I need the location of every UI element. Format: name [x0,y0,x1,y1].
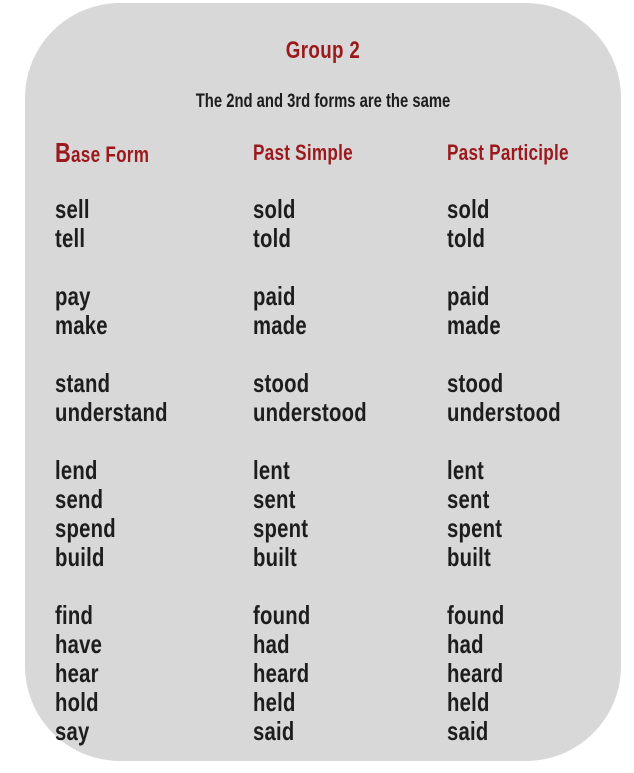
verb-cell: understood [253,397,367,427]
verb-cell: told [253,223,292,253]
verb-cell: said [447,716,489,746]
verb-row: send sent sent [55,485,609,514]
verb-cell: stood [253,368,310,398]
group-subtitle: The 2nd and 3rd forms are the same [195,91,451,112]
verb-cell: tell [55,223,86,253]
verb-cell: said [253,716,295,746]
verb-cell: found [253,600,311,630]
column-header-base-form: Base Form [55,137,150,168]
verb-cell: held [253,687,296,717]
verb-table-body: sell sold sold tell told told pay paid paid make m… [55,195,609,746]
verb-row: tell told told [55,224,609,253]
verb-cell: paid [447,281,490,311]
verb-cell: send [55,484,104,514]
verb-cell: sold [253,194,296,224]
verb-row: find found found [55,601,609,630]
verb-cell: say [55,716,90,746]
group-title: Group 2 [285,37,361,64]
verb-cell: understood [447,397,561,427]
verb-row: sell sold sold [55,195,609,224]
verb-cell: made [253,310,307,340]
verb-row: stand stood stood [55,369,609,398]
verb-cell: spent [447,513,503,543]
verb-row: hold held held [55,688,609,717]
verb-cell: sent [447,484,490,514]
verb-cell: heard [447,658,504,688]
verb-row: pay paid paid [55,282,609,311]
verb-group: lend lent lent send sent sent spend spent spent b… [55,456,609,572]
verb-cell: understand [55,397,168,427]
verb-cell: built [447,542,491,572]
verb-group-card: Group 2 The 2nd and 3rd forms are the sa… [25,3,621,761]
verb-cell: sell [55,194,90,224]
verb-row: build built built [55,543,609,572]
verb-cell: told [447,223,486,253]
verb-cell: have [55,629,103,659]
verb-cell: held [447,687,490,717]
verb-group: pay paid paid make made made [55,282,609,340]
verb-cell: sold [447,194,490,224]
column-header-row: Base Form Past Simple Past Participle [55,138,609,169]
verb-cell: built [253,542,297,572]
verb-cell: pay [55,281,91,311]
verb-cell: lend [55,455,98,485]
verb-cell: spend [55,513,116,543]
verb-cell: hear [55,658,99,688]
verb-cell: stood [447,368,504,398]
verb-row: hear heard heard [55,659,609,688]
verb-cell: had [253,629,290,659]
verb-row: say said said [55,717,609,746]
verb-cell: lent [447,455,485,485]
verb-cell: found [447,600,505,630]
verb-group: sell sold sold tell told told [55,195,609,253]
verb-row: spend spent spent [55,514,609,543]
verb-row: make made made [55,311,609,340]
verb-table: Base Form Past Simple Past Participle se… [25,138,621,746]
column-header-past-simple: Past Simple [253,140,353,165]
verb-cell: find [55,600,94,630]
verb-cell: heard [253,658,310,688]
verb-row: understand understood understood [55,398,609,427]
verb-cell: paid [253,281,296,311]
verb-group: find found found have had had hear heard heard ho… [55,601,609,746]
verb-cell: build [55,542,105,572]
verb-cell: stand [55,368,111,398]
verb-row: have had had [55,630,609,659]
verb-cell: spent [253,513,309,543]
verb-cell: hold [55,687,99,717]
verb-cell: lent [253,455,291,485]
verb-cell: sent [253,484,296,514]
verb-group: stand stood stood understand understood under… [55,369,609,427]
column-header-past-participle: Past Participle [447,140,569,165]
verb-cell: had [447,629,484,659]
verb-cell: make [55,310,108,340]
verb-row: lend lent lent [55,456,609,485]
verb-cell: made [447,310,501,340]
